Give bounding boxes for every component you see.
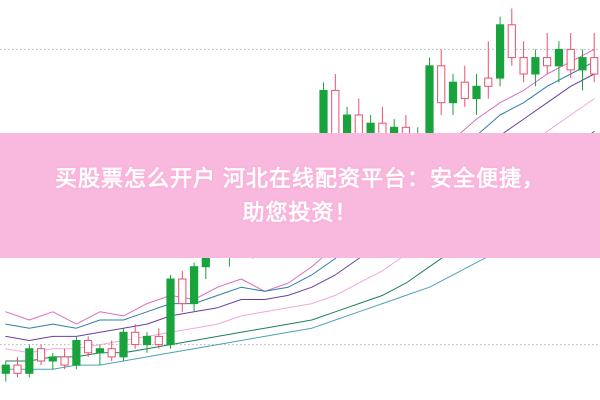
candle-series bbox=[1, 8, 599, 382]
